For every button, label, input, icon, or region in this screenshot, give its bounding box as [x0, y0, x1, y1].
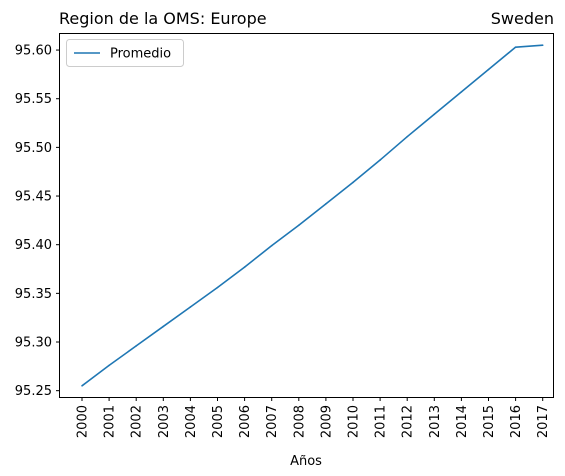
y-tick-label: 95.45: [15, 190, 52, 205]
data-point: [162, 325, 165, 328]
data-point: [270, 244, 273, 247]
x-tick-label: 2001: [103, 405, 118, 438]
x-tick-label: 2012: [401, 405, 416, 438]
x-tick-label: 2014: [455, 405, 470, 438]
data-point: [487, 68, 490, 71]
plot-area: [59, 33, 554, 398]
x-tick-label: 2009: [319, 405, 334, 438]
chart-title-left: Region de la OMS: Europe: [59, 9, 267, 28]
x-tick-label: 2006: [238, 405, 253, 438]
x-tick-label: 2015: [482, 405, 497, 438]
data-point: [216, 286, 219, 289]
data-point: [243, 266, 246, 268]
legend: Promedio: [66, 39, 184, 67]
x-tick-label: 2007: [265, 405, 280, 438]
data-point: [541, 44, 544, 46]
data-point: [325, 203, 327, 205]
legend-box: [66, 39, 184, 67]
y-tick-label: 95.25: [15, 384, 52, 399]
x-tick-label: 2011: [374, 405, 389, 438]
data-point: [406, 135, 409, 138]
data-point: [379, 159, 381, 161]
x-tick-label: 2002: [130, 405, 145, 438]
y-tick-label: 95.40: [15, 238, 52, 253]
data-point: [352, 181, 354, 184]
series-line-promedio: [81, 44, 543, 387]
x-axis-label: Años: [290, 454, 322, 469]
data-point: [460, 91, 463, 93]
chart-title-right: Sweden: [491, 9, 554, 28]
y-tick-label: 95.35: [15, 287, 52, 302]
x-tick-label: 2013: [428, 405, 443, 438]
y-axis: 95.25 95.30 95.35 95.40 95.45 95.50 95.55 95.60: [15, 44, 60, 399]
data-point: [514, 46, 517, 48]
x-tick-label: 2000: [76, 405, 91, 438]
x-tick-label: 2003: [157, 405, 172, 438]
data-point: [298, 224, 300, 227]
data-point: [433, 113, 436, 116]
series-group: [81, 44, 544, 387]
x-tick-label: 2004: [184, 405, 199, 438]
x-axis: 2000 2001 2002 2003 2004 2005 2006 2007 2008 2009…: [76, 397, 551, 438]
y-tick-label: 95.50: [15, 141, 52, 156]
y-tick-label: 95.55: [15, 92, 52, 107]
data-point: [135, 345, 137, 347]
x-tick-label: 2005: [211, 405, 226, 438]
x-tick-label: 2010: [347, 405, 362, 438]
x-tick-label: 2008: [292, 405, 307, 438]
legend-label-promedio: Promedio: [110, 47, 171, 62]
x-tick-label: 2017: [536, 405, 551, 438]
y-tick-label: 95.30: [15, 336, 52, 351]
x-tick-label: 2016: [509, 405, 524, 438]
data-point: [108, 364, 110, 367]
y-tick-label: 95.60: [15, 44, 52, 59]
data-point: [189, 306, 192, 308]
data-point: [81, 385, 83, 387]
